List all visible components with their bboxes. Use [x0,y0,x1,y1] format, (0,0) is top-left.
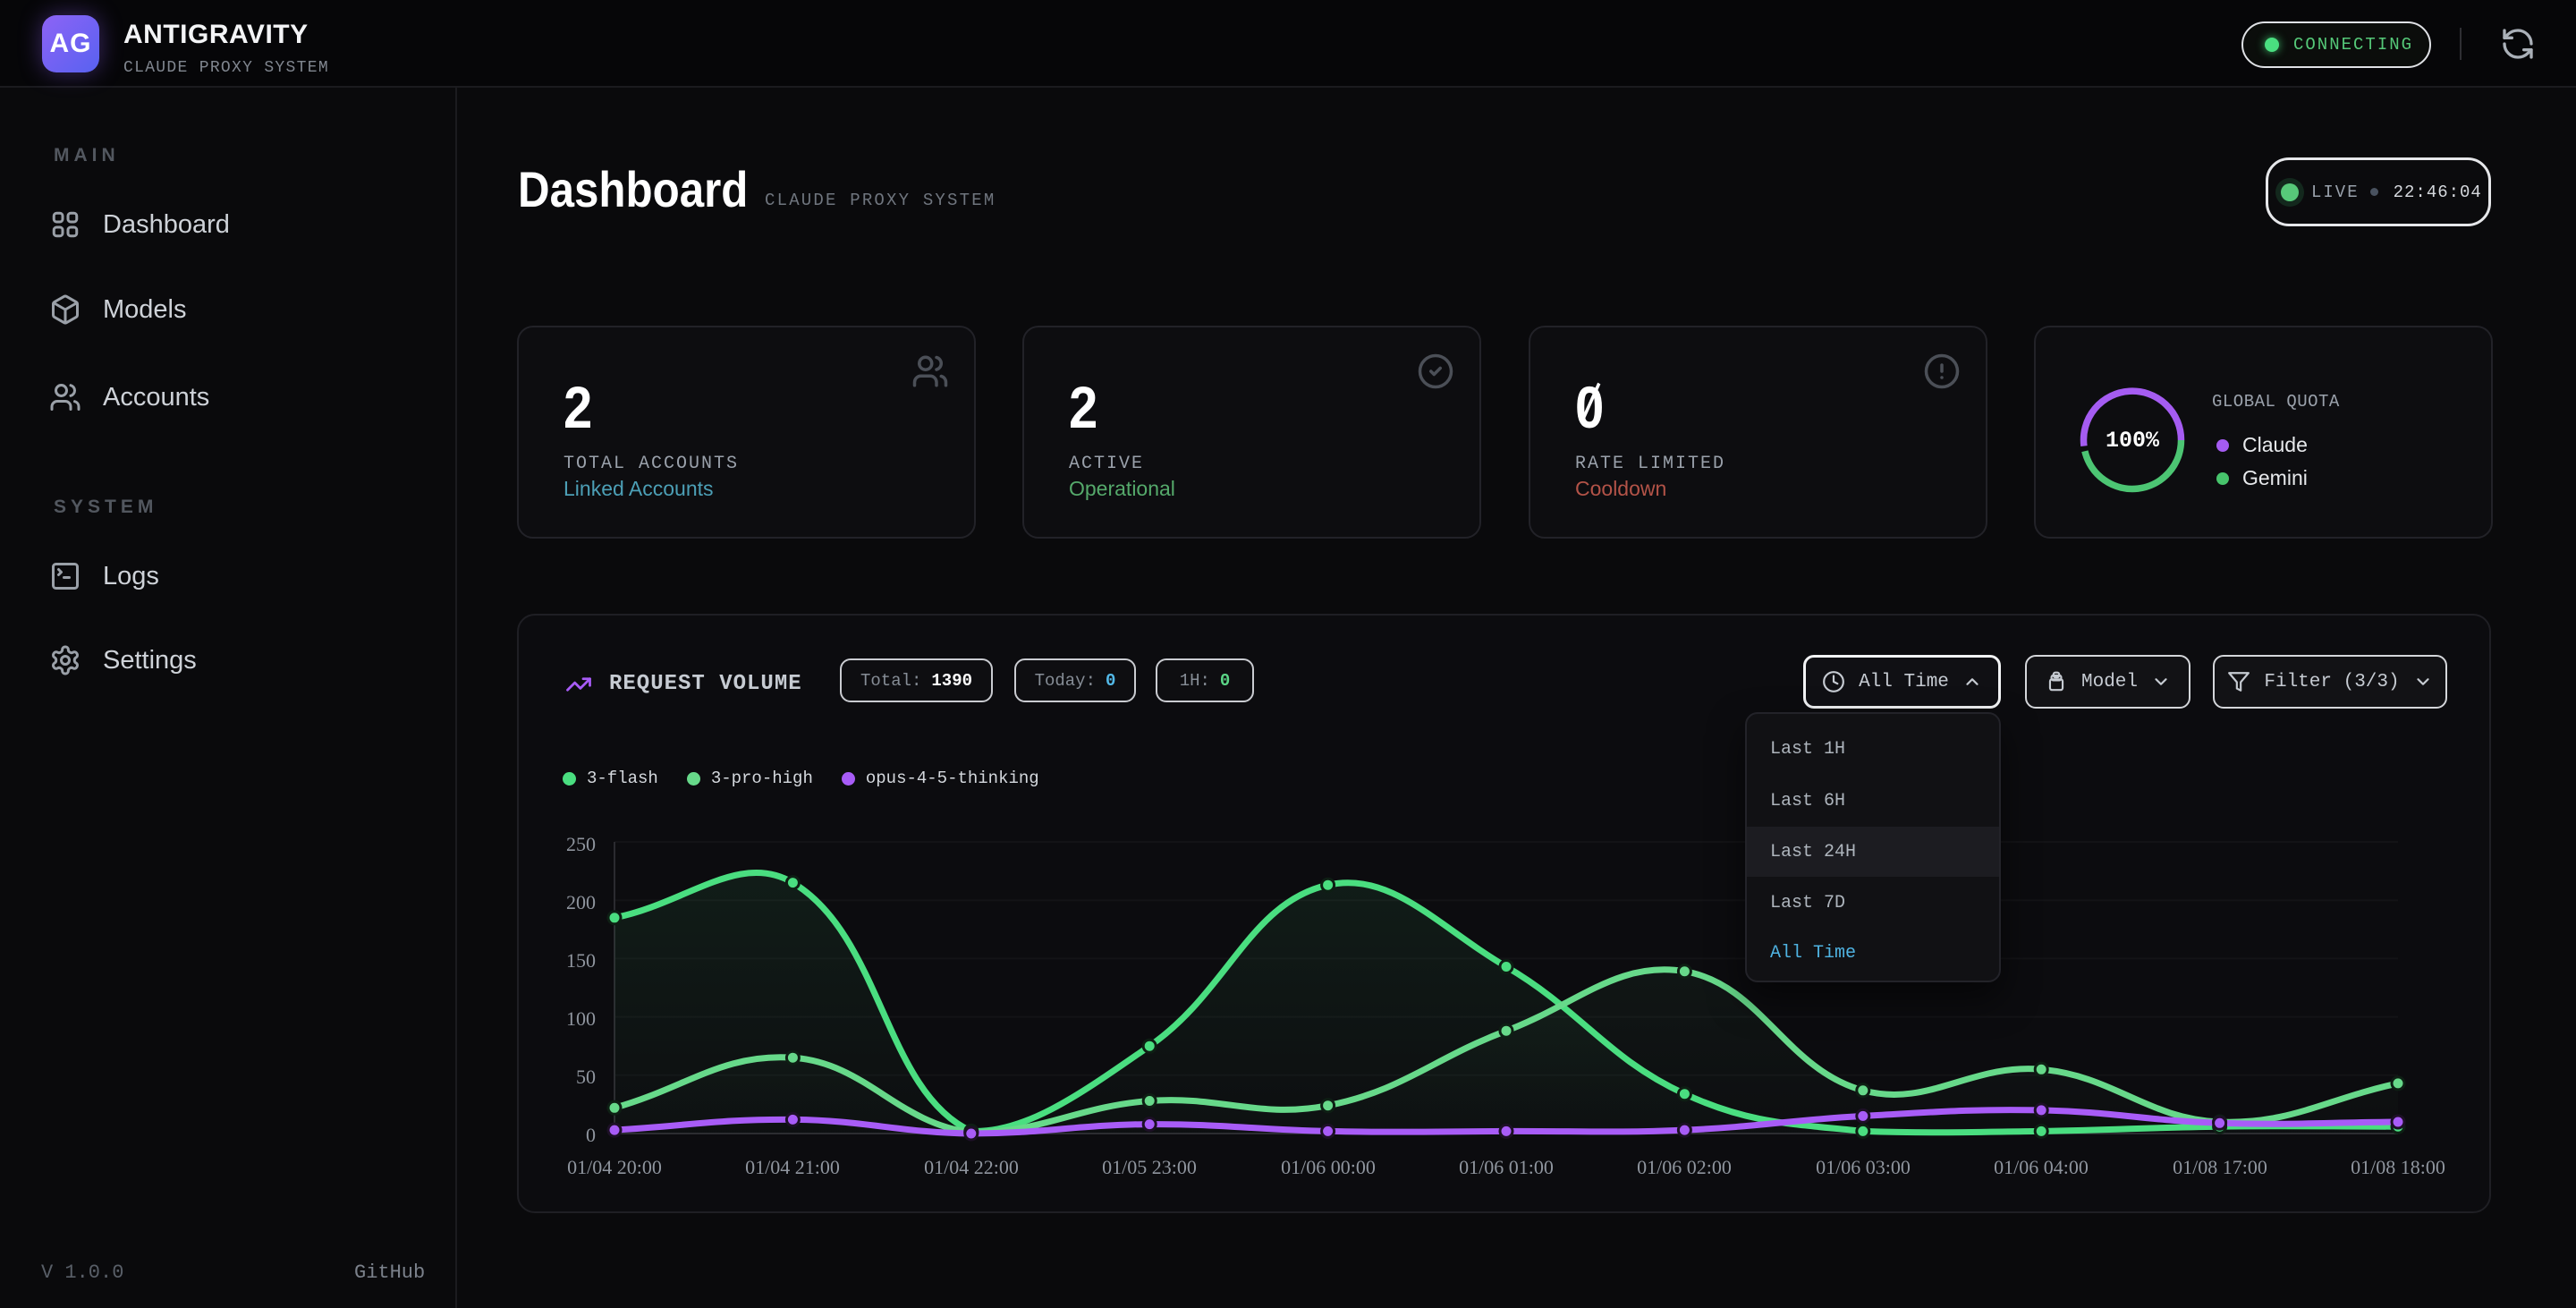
svg-text:01/06 00:00: 01/06 00:00 [1281,1156,1376,1178]
svg-text:01/06 01:00: 01/06 01:00 [1459,1156,1554,1178]
svg-text:01/08 17:00: 01/08 17:00 [2173,1156,2267,1178]
svg-text:01/06 04:00: 01/06 04:00 [1994,1156,2089,1178]
svg-text:250: 250 [566,833,596,855]
svg-text:50: 50 [576,1066,596,1088]
svg-text:01/08 18:00: 01/08 18:00 [2351,1156,2445,1178]
svg-text:01/06 03:00: 01/06 03:00 [1816,1156,1911,1178]
svg-text:100: 100 [566,1007,596,1030]
svg-text:200: 200 [566,891,596,913]
svg-text:01/06 02:00: 01/06 02:00 [1637,1156,1732,1178]
svg-text:01/04 20:00: 01/04 20:00 [567,1156,662,1178]
svg-text:0: 0 [586,1124,596,1146]
svg-text:01/05 23:00: 01/05 23:00 [1102,1156,1197,1178]
svg-text:01/04 21:00: 01/04 21:00 [745,1156,840,1178]
svg-text:150: 150 [566,949,596,972]
svg-text:01/04 22:00: 01/04 22:00 [924,1156,1019,1178]
